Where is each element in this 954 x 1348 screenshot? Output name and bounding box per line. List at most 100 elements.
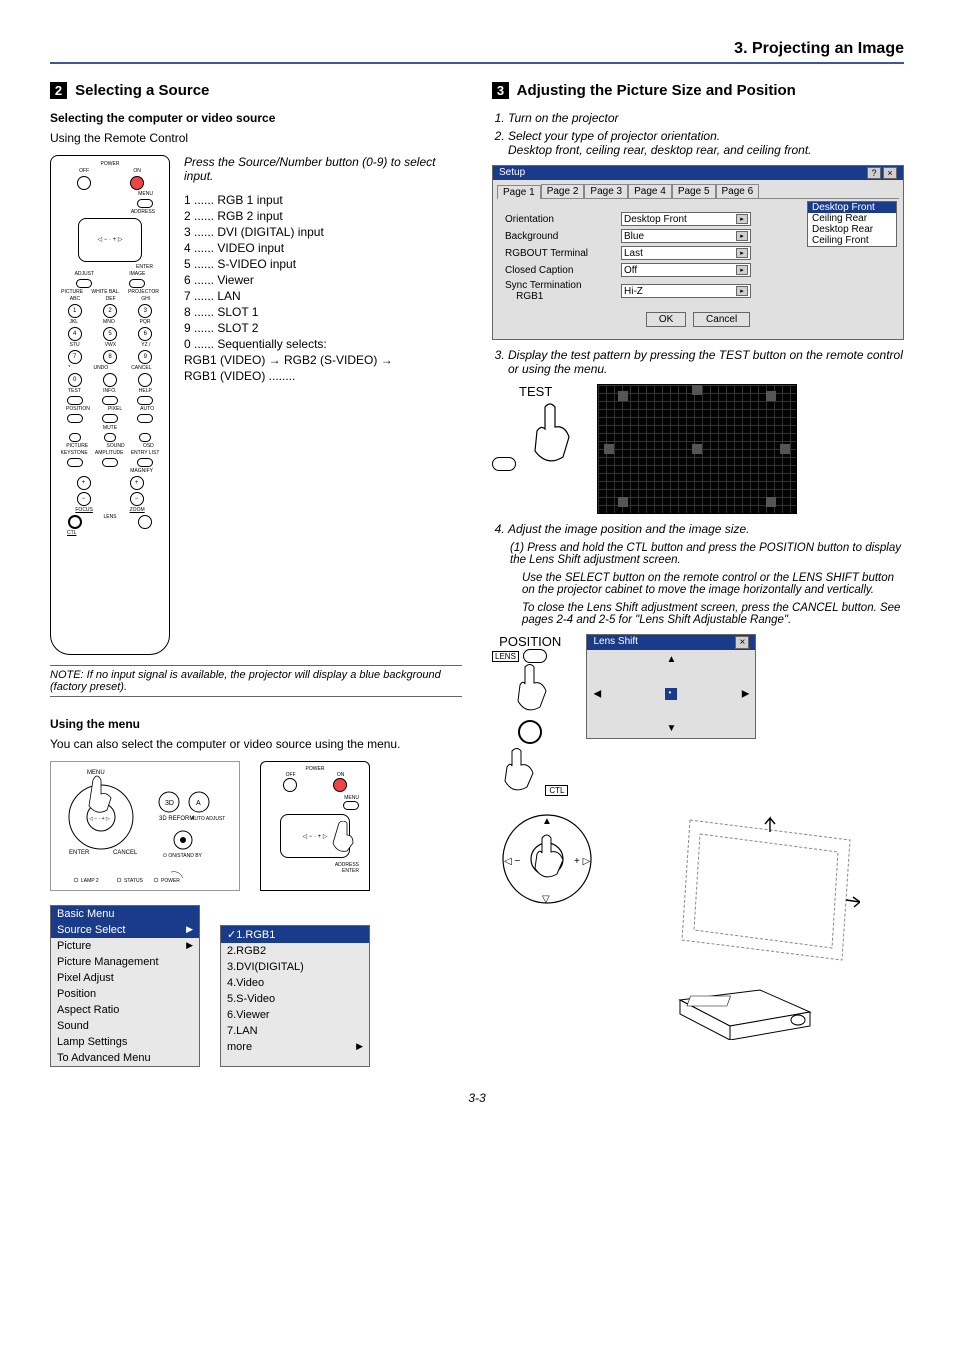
remote-lens-label: LENS [103, 515, 116, 529]
basic-menu-item[interactable]: Source Select▶ [51, 922, 199, 938]
remote-undo-label: UNDO [93, 366, 108, 371]
lens-shift-center: • [665, 688, 677, 700]
source-submenu-item[interactable]: ✓1.RGB1 [221, 926, 369, 943]
text-using-remote: Using the Remote Control [50, 131, 462, 145]
setup-tab[interactable]: Page 4 [628, 184, 672, 198]
orientation-option[interactable]: Ceiling Rear [808, 213, 896, 224]
lens-shift-close-button[interactable]: × [735, 636, 749, 649]
remote-test-button [67, 396, 83, 405]
remote-enter-label: ENTER [57, 265, 153, 270]
orientation-option[interactable]: Ceiling Front [808, 235, 896, 246]
basic-menu-item[interactable]: Aspect Ratio [51, 1002, 199, 1018]
remote-help-label: HELP [139, 389, 152, 394]
remote-picture-label: PICTURE [61, 290, 83, 295]
svg-text:ENTER: ENTER [69, 850, 90, 856]
basic-menu-item[interactable]: Pixel Adjust [51, 970, 199, 986]
setup-dropdown[interactable]: Hi-Z▸ [621, 284, 751, 298]
position-label: POSITION [492, 634, 568, 649]
remote-btn-2: 2 [103, 304, 117, 318]
source-submenu-item[interactable]: 3.DVI(DIGITAL) [221, 959, 369, 975]
arrow-up-icon: ▲ [667, 654, 677, 665]
remote-osd-label: OSD [143, 444, 154, 449]
lens-shift-title: Lens Shift [593, 636, 637, 649]
setup-tab[interactable]: Page 2 [541, 184, 585, 198]
basic-menu-item[interactable]: To Advanced Menu [51, 1050, 199, 1066]
remote-on-button [130, 176, 144, 190]
remote-info-label: INFO. [103, 389, 116, 394]
arrow-down-icon: ▼ [667, 723, 677, 734]
setup-window-title: Setup [499, 167, 525, 179]
remote-menu-button [137, 199, 153, 208]
remote-adjust-button [76, 279, 92, 288]
svg-text:AUTO ADJUST: AUTO ADJUST [191, 816, 225, 822]
ctl-button-icon [518, 720, 542, 744]
remote-pixel-button [102, 414, 118, 423]
remote-amplitude-button [102, 458, 118, 467]
setup-close-button[interactable]: × [883, 167, 897, 179]
source-submenu-item[interactable]: 2.RGB2 [221, 943, 369, 959]
step-4-1b: To close the Lens Shift adjustment scree… [522, 602, 904, 626]
section-2-number: 2 [50, 82, 67, 99]
setup-dropdown[interactable]: Off▸ [621, 263, 751, 277]
orientation-option[interactable]: Desktop Front [808, 202, 896, 213]
setup-ok-button[interactable]: OK [646, 312, 686, 327]
basic-menu-item[interactable]: Lamp Settings [51, 1034, 199, 1050]
source-submenu-item[interactable]: 5.S-Video [221, 991, 369, 1007]
source-submenu-item[interactable]: 4.Video [221, 975, 369, 991]
setup-tab[interactable]: Page 3 [584, 184, 628, 198]
setup-help-button[interactable]: ? [867, 167, 881, 179]
text-using-menu: You can also select the computer or vide… [50, 737, 462, 751]
setup-dropdown[interactable]: Last▸ [621, 246, 751, 260]
test-button-icon [492, 457, 516, 471]
basic-menu-window: Basic Menu Source Select▶Picture▶Picture… [50, 905, 200, 1067]
setup-field-label: Background [505, 231, 615, 242]
svg-text:3D REFORM: 3D REFORM [159, 816, 194, 822]
remote-mute-label: MUTE [57, 426, 163, 431]
remote-auto-label: AUTO [140, 407, 154, 412]
remote-magnify-minus-2: − [130, 492, 144, 506]
remote-info-button [102, 396, 118, 405]
setup-form-row: Closed CaptionOff▸ [505, 263, 891, 277]
mini-remote-diagram: POWER OFF ON MENU ◁ − · + ▷ ADDRESS ENTE… [260, 761, 370, 891]
remote-btn-3: 3 [138, 304, 152, 318]
basic-menu-item[interactable]: Position [51, 986, 199, 1002]
source-submenu-item[interactable]: 7.LAN [221, 1023, 369, 1039]
remote-position-button [67, 414, 83, 423]
basic-menu-item[interactable]: Sound [51, 1018, 199, 1034]
test-label: TEST [492, 384, 579, 399]
step-4-1a: Use the SELECT button on the remote cont… [522, 572, 904, 596]
position-button-icon [523, 649, 547, 663]
setup-tab[interactable]: Page 6 [716, 184, 760, 198]
mini-remote-off-button [283, 778, 297, 792]
remote-cancel-label: CANCEL [131, 366, 151, 371]
remote-adjust-label: ADJUST [75, 272, 94, 277]
remote-image-button [129, 279, 145, 288]
setup-cancel-button[interactable]: Cancel [693, 312, 750, 327]
remote-control-diagram: POWER OFF ON MENU ADDRESS ◁ − · + ▷ ENTE… [50, 155, 170, 655]
remote-test-label: TEST [68, 389, 81, 394]
svg-text:STATUS: STATUS [124, 878, 144, 884]
remote-item: 9 ...... SLOT 2 [184, 321, 462, 335]
remote-zoom-label: ZOOM [130, 508, 145, 513]
svg-text:⏻ ON/STAND BY: ⏻ ON/STAND BY [163, 853, 203, 859]
basic-menu-item[interactable]: Picture▶ [51, 938, 199, 954]
setup-dropdown[interactable]: Blue▸ [621, 229, 751, 243]
column-left: 2 Selecting a Source Selecting the compu… [50, 82, 462, 1067]
source-submenu-item[interactable]: more▶ [221, 1039, 369, 1055]
setup-tab[interactable]: Page 1 [497, 185, 541, 199]
source-submenu-item[interactable]: 6.Viewer [221, 1007, 369, 1023]
lens-shift-window: Lens Shift × ▲ ▼ ◀ ▶ • [586, 634, 756, 739]
remote-ghi-label: GHI [141, 297, 150, 302]
section-2-title: 2 Selecting a Source [50, 82, 462, 99]
lens-tag: LENS [492, 651, 519, 662]
setup-dropdown[interactable]: Desktop Front▸ [621, 212, 751, 226]
orientation-option[interactable]: Desktop Rear [808, 224, 896, 235]
basic-menu-item[interactable]: Picture Management [51, 954, 199, 970]
mini-remote-on-button [333, 778, 347, 792]
remote-position-label: POSITION [66, 407, 90, 412]
setup-form-row: RGBOUT TerminalLast▸ [505, 246, 891, 260]
remote-item: 0 ...... Sequentially selects: [184, 337, 462, 351]
setup-tab[interactable]: Page 5 [672, 184, 716, 198]
subhead-selecting-source: Selecting the computer or video source [50, 111, 462, 125]
remote-mno-label: MNO [103, 320, 115, 325]
